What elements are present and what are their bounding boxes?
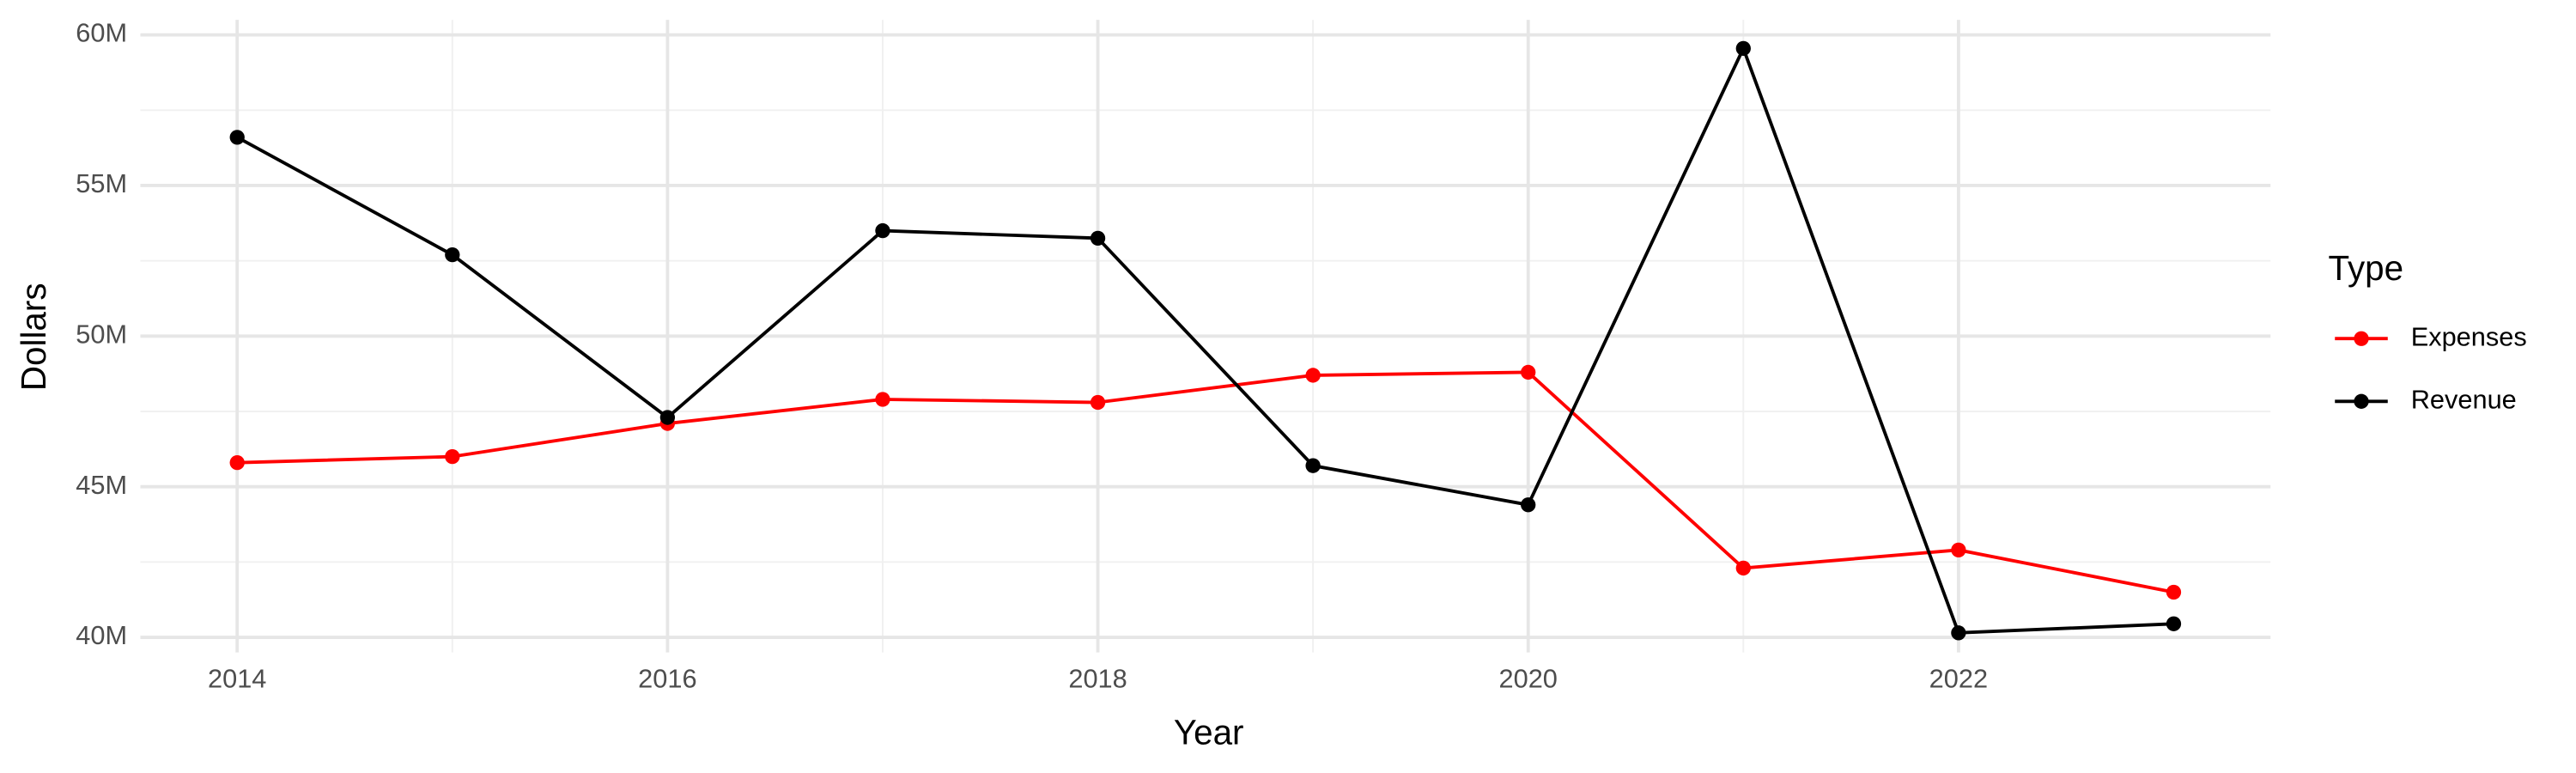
x-axis-label: Year <box>1174 712 1244 752</box>
data-point <box>445 448 460 465</box>
data-point <box>2166 616 2182 631</box>
legend-label: Revenue <box>2411 384 2517 414</box>
legend-label: Expenses <box>2411 321 2527 351</box>
data-point <box>875 392 890 407</box>
x-tick-label: 2016 <box>638 663 696 693</box>
data-point <box>1521 364 1536 380</box>
grid <box>140 20 2271 653</box>
data-point <box>1305 368 1321 383</box>
data-point <box>1951 542 1966 558</box>
data-point <box>1735 560 1751 576</box>
data-point <box>229 130 245 145</box>
data-point <box>1521 497 1536 513</box>
x-tick-label: 2022 <box>1929 663 1988 693</box>
legend-swatch-point <box>2354 393 2369 409</box>
y-tick-label: 55M <box>76 168 127 198</box>
data-point <box>2166 584 2182 600</box>
series-line <box>237 370 2174 594</box>
data-point <box>1735 40 1751 57</box>
data-point <box>1951 625 1966 641</box>
x-tick-label: 2020 <box>1499 663 1558 693</box>
data-point <box>659 410 676 425</box>
data-point <box>229 455 245 471</box>
y-tick-label: 50M <box>76 319 127 349</box>
data-point <box>1090 230 1106 247</box>
legend-swatch-point <box>2354 331 2369 346</box>
x-tick-label: 2014 <box>208 663 266 693</box>
x-tick-label: 2018 <box>1068 663 1127 693</box>
legend-title: Type <box>2329 248 2404 288</box>
y-tick-label: 45M <box>76 470 127 500</box>
data-point <box>1090 394 1106 411</box>
series-line <box>236 44 2174 635</box>
y-axis-label: Dollars <box>14 283 53 391</box>
y-tick-label: 40M <box>76 620 127 650</box>
data-point <box>1305 458 1321 473</box>
legend: Type Expenses Revenue <box>2329 248 2527 414</box>
data-point <box>875 222 890 239</box>
y-tick-label: 60M <box>76 18 127 48</box>
data-point <box>445 247 460 263</box>
